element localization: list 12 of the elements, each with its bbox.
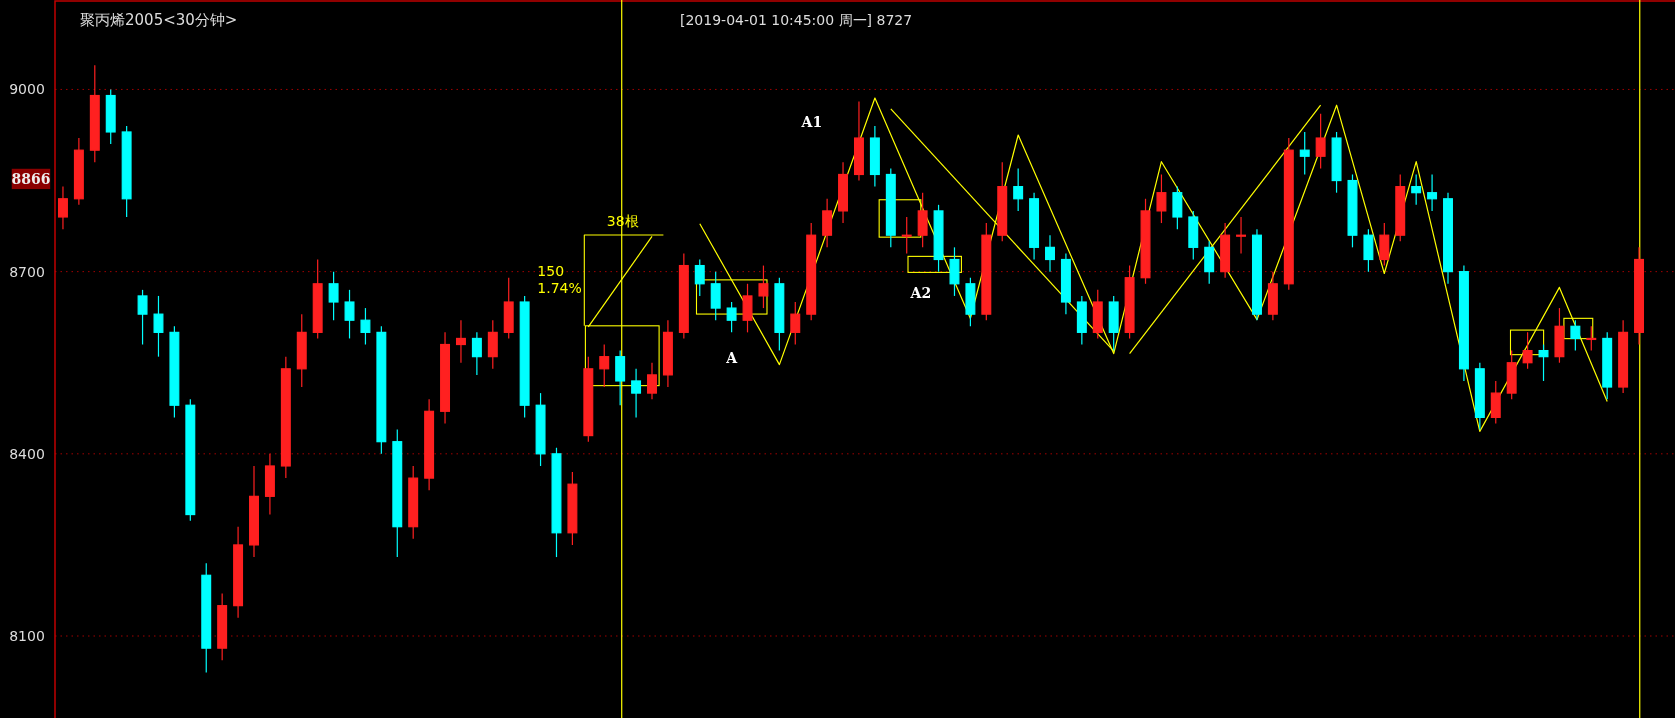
annotation: 1.74% <box>537 279 582 296</box>
annotation: 150 <box>537 262 565 279</box>
text: [2019-04-01 10:45:00 周一] 8727 <box>680 12 913 28</box>
annotation: A2 <box>909 285 932 302</box>
y-tick-label: 8400 <box>9 445 45 462</box>
y-tick-label: 8100 <box>9 628 45 645</box>
text: 聚丙烯2005<30分钟> <box>80 11 238 29</box>
text: 8866 <box>11 170 51 187</box>
annotation: A <box>725 350 739 367</box>
annotation: A1 <box>800 114 823 131</box>
y-tick-label: 8700 <box>9 263 45 280</box>
y-tick-label: 9000 <box>9 81 45 98</box>
